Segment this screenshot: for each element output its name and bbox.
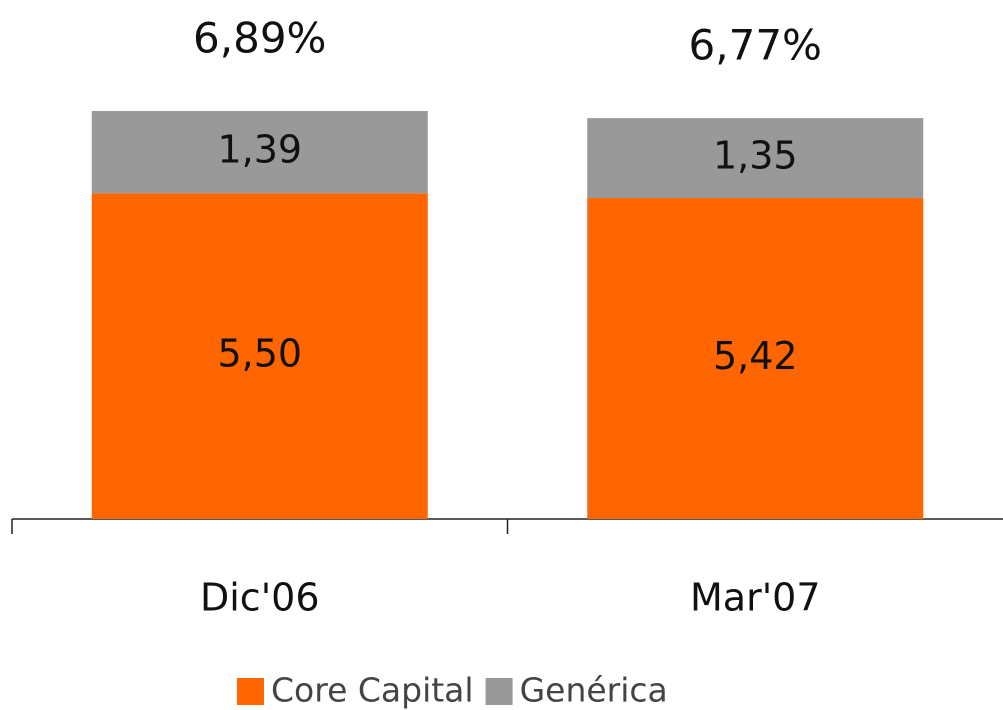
x-tick-label: Mar'07 bbox=[690, 576, 821, 620]
bar-segment bbox=[587, 118, 924, 199]
legend-label: Core Capital bbox=[271, 671, 474, 710]
bar-segment bbox=[91, 193, 428, 519]
value-label: 5,50 bbox=[217, 332, 302, 376]
bar-segment bbox=[587, 198, 924, 519]
total-label: 6,89% bbox=[193, 14, 326, 63]
total-label: 6,77% bbox=[689, 21, 822, 70]
value-label: 1,39 bbox=[217, 128, 302, 172]
legend-swatch bbox=[237, 678, 264, 705]
value-label: 5,42 bbox=[713, 334, 798, 378]
bar-segment bbox=[91, 111, 428, 194]
legend-swatch bbox=[485, 678, 513, 705]
x-tick-label: Dic'06 bbox=[200, 576, 320, 620]
value-label: 1,35 bbox=[713, 134, 798, 178]
legend-label: Genérica bbox=[520, 671, 668, 710]
